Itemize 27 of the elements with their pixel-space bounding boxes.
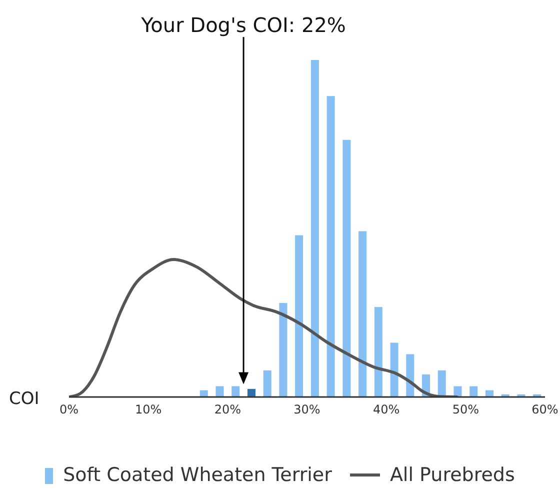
legend-label: Soft Coated Wheaten Terrier — [63, 464, 332, 486]
bar — [454, 386, 462, 397]
x-tick-label: 50% — [452, 402, 480, 417]
x-tick-label: 20% — [214, 402, 242, 417]
x-tick-label: 60% — [532, 402, 558, 417]
bar — [326, 96, 335, 397]
x-tick-label: 30% — [294, 402, 320, 417]
bar — [247, 388, 256, 397]
bar — [279, 302, 288, 397]
bar — [438, 370, 446, 397]
bar — [470, 386, 478, 397]
bar — [263, 370, 272, 397]
bar — [390, 342, 398, 397]
x-tick-label: 0% — [59, 402, 79, 417]
bar — [374, 307, 382, 397]
bar — [232, 386, 240, 397]
x-axis-title: COI — [9, 389, 40, 409]
legend-label: All Purebreds — [390, 464, 515, 486]
bar — [406, 354, 414, 397]
bar — [342, 140, 351, 397]
x-tick-label: 40% — [372, 402, 400, 417]
bar — [216, 386, 224, 397]
x-tick-label: 10% — [134, 402, 162, 417]
bar — [310, 60, 319, 397]
bar — [295, 235, 304, 397]
bar — [358, 231, 367, 397]
ref-line-label: Your Dog's COI: 22% — [140, 13, 346, 37]
